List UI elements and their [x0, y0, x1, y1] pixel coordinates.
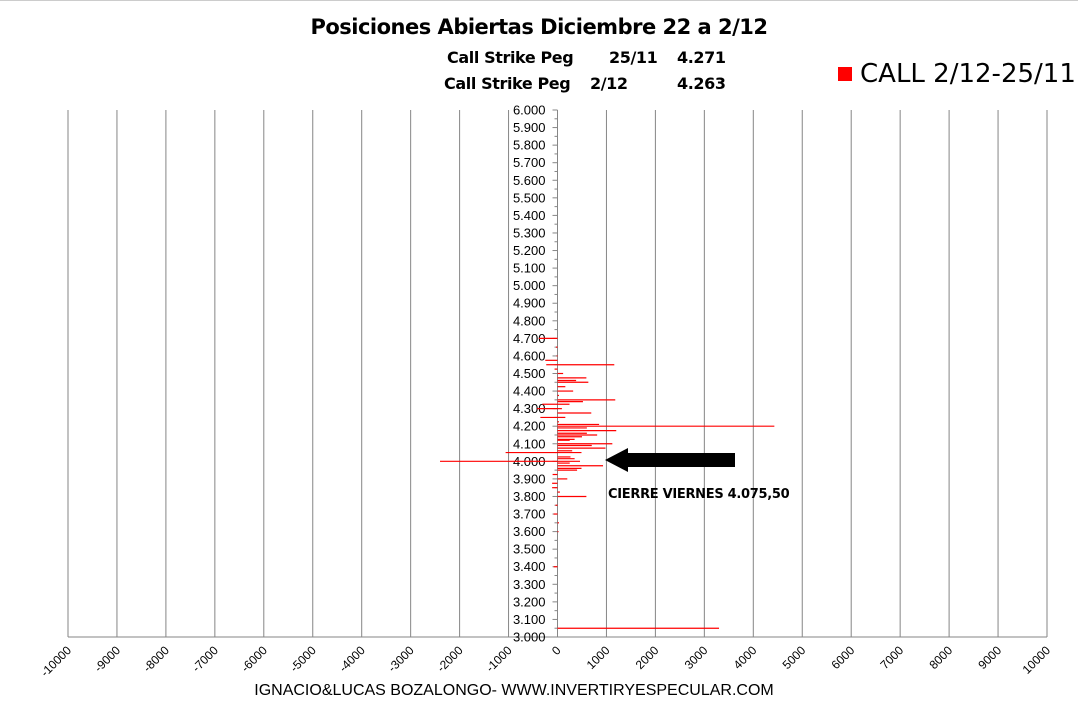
y-tick-label: 3.700	[513, 507, 546, 522]
y-tick-label: 4.700	[513, 331, 546, 346]
y-tick-label: 3.600	[513, 524, 546, 539]
legend-label: CALL 2/12-25/11	[860, 59, 1076, 89]
x-tick-label: -10000	[38, 643, 75, 680]
x-tick-label: 1000	[584, 643, 613, 672]
y-tick-label: 5.600	[513, 173, 546, 188]
y-tick-label: 5.000	[513, 278, 546, 293]
x-tick-label: -9000	[91, 643, 123, 675]
footer: IGNACIO&LUCAS BOZALONGO- WWW.INVERTIRYES…	[254, 682, 774, 699]
x-tick-label: 2000	[633, 643, 662, 672]
chart-title: Posiciones Abiertas Diciembre 22 a 2/12	[310, 15, 768, 39]
legend-swatch	[838, 67, 852, 81]
y-tick-label: 4.900	[513, 296, 546, 311]
annotation-text: CIERRE VIERNES 4.075,50	[608, 487, 790, 502]
y-tick-label: 3.400	[513, 559, 546, 574]
y-tick-label: 3.200	[513, 594, 546, 609]
x-tick-label: 8000	[926, 643, 955, 672]
legend: CALL 2/12-25/11	[838, 59, 1076, 89]
x-tick-label: -2000	[434, 643, 466, 675]
arrow-icon	[605, 447, 735, 472]
x-tick-label: 5000	[780, 643, 809, 672]
subtitle-label-2: Call Strike Peg	[444, 74, 571, 93]
subtitle-date-2: 2/12	[590, 74, 628, 93]
y-tick-label: 5.300	[513, 225, 546, 240]
x-tick-label: -6000	[238, 643, 270, 675]
x-tick-label: -7000	[189, 643, 221, 675]
y-tick-label: 5.900	[513, 120, 546, 135]
y-tick-label: 4.600	[513, 348, 546, 363]
x-tick-label: -5000	[287, 643, 319, 675]
y-tick-label: 4.200	[513, 419, 546, 434]
subtitle-value-2: 4.263	[677, 74, 726, 93]
x-tick-label: 9000	[975, 643, 1004, 672]
x-tick-label: 10000	[1020, 643, 1054, 677]
y-tick-label: 3.000	[513, 630, 546, 645]
y-tick-label: 4.100	[513, 436, 546, 451]
y-tick-label: 4.800	[513, 313, 546, 328]
x-tick-label: -3000	[385, 643, 417, 675]
y-tick-label: 3.800	[513, 489, 546, 504]
y-tick-label: 5.100	[513, 261, 546, 276]
y-tick-label: 4.500	[513, 366, 546, 381]
y-tick-label: 5.400	[513, 208, 546, 223]
y-tick-label: 3.100	[513, 612, 546, 627]
x-tick-label: 6000	[829, 643, 858, 672]
y-tick-label: 5.800	[513, 138, 546, 153]
y-tick-label: 5.700	[513, 155, 546, 170]
y-tick-label: 3.900	[513, 471, 546, 486]
y-tick-label: 6.000	[513, 103, 546, 118]
subtitle-label-1: Call Strike Peg	[447, 48, 574, 67]
subtitle-value-1: 4.271	[677, 48, 726, 67]
y-tick-label: 5.500	[513, 190, 546, 205]
y-tick-label: 5.200	[513, 243, 546, 258]
x-tick-label: -4000	[336, 643, 368, 675]
x-tick-label: 3000	[682, 643, 711, 672]
y-tick-label: 3.500	[513, 542, 546, 557]
x-tick-label: 0	[549, 643, 564, 658]
x-tick-label: 4000	[731, 643, 760, 672]
y-tick-label: 4.300	[513, 401, 546, 416]
y-tick-label: 4.400	[513, 384, 546, 399]
x-tick-label: 7000	[877, 643, 906, 672]
subtitle-date-1: 25/11	[609, 48, 658, 67]
x-tick-label: -8000	[140, 643, 172, 675]
x-tick-label: -1000	[483, 643, 515, 675]
y-tick-label: 3.300	[513, 577, 546, 592]
